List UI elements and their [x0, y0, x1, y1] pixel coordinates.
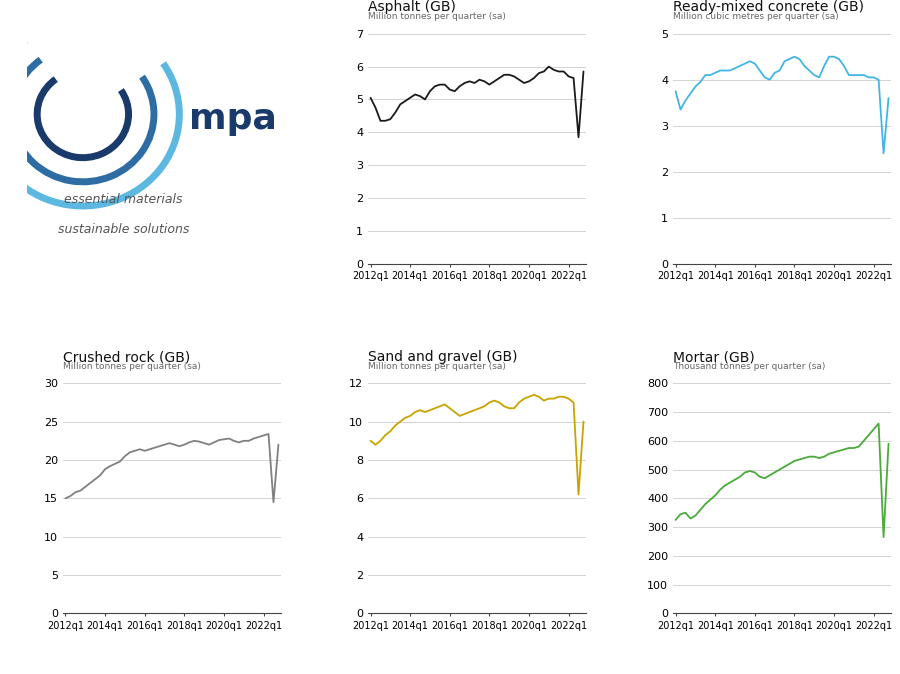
Text: Asphalt (GB): Asphalt (GB) [368, 1, 456, 14]
Text: Million cubic metres per quarter (sa): Million cubic metres per quarter (sa) [673, 12, 839, 21]
Text: Thousand tonnes per quarter (sa): Thousand tonnes per quarter (sa) [673, 362, 825, 371]
Text: Ready-mixed concrete (GB): Ready-mixed concrete (GB) [673, 1, 864, 14]
Text: Million tonnes per quarter (sa): Million tonnes per quarter (sa) [368, 12, 506, 21]
Text: Million tonnes per quarter (sa): Million tonnes per quarter (sa) [368, 362, 506, 371]
Text: Crushed rock (GB): Crushed rock (GB) [63, 350, 190, 364]
Text: sustainable solutions: sustainable solutions [58, 222, 189, 236]
Text: Million tonnes per quarter (sa): Million tonnes per quarter (sa) [63, 362, 201, 371]
Text: Mortar (GB): Mortar (GB) [673, 350, 755, 364]
Text: essential materials: essential materials [64, 193, 183, 206]
Text: Sand and gravel (GB): Sand and gravel (GB) [368, 350, 518, 364]
Text: mpa: mpa [190, 102, 277, 135]
